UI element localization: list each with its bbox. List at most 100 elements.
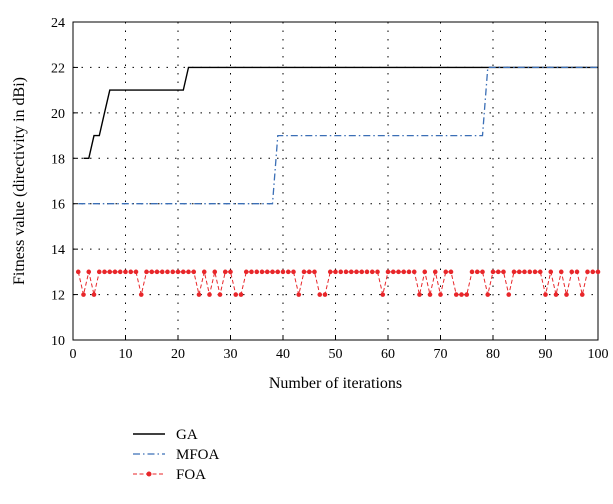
data-point bbox=[275, 269, 281, 275]
data-point bbox=[144, 269, 149, 275]
data-point bbox=[548, 269, 554, 275]
data-point bbox=[590, 269, 596, 275]
data-point bbox=[516, 269, 522, 275]
data-point bbox=[264, 269, 270, 275]
data-point bbox=[375, 269, 380, 275]
y-tick-label: 16 bbox=[51, 198, 65, 213]
data-point bbox=[191, 269, 197, 275]
data-point bbox=[217, 292, 223, 297]
y-tick-label: 14 bbox=[51, 243, 65, 258]
data-point bbox=[453, 292, 459, 297]
data-point bbox=[280, 269, 286, 275]
data-point bbox=[343, 269, 349, 275]
data-point bbox=[579, 292, 585, 297]
data-point bbox=[380, 292, 386, 297]
data-point bbox=[128, 269, 134, 275]
data-point bbox=[233, 292, 239, 297]
data-point bbox=[186, 269, 191, 275]
data-point bbox=[112, 269, 118, 275]
data-point bbox=[417, 292, 422, 297]
x-axis: 0 10 20 30 40 50 60 70 80 90 100 bbox=[70, 335, 609, 362]
legend-label: FOA bbox=[176, 467, 206, 483]
data-point bbox=[527, 269, 533, 275]
data-point bbox=[359, 269, 365, 275]
data-point bbox=[438, 292, 443, 297]
data-point bbox=[401, 269, 407, 275]
data-point bbox=[180, 269, 186, 275]
y-axis: 10 12 14 16 18 20 22 24 bbox=[51, 16, 78, 349]
x-tick-label: 90 bbox=[539, 347, 553, 362]
y-tick-label: 24 bbox=[51, 16, 65, 31]
data-point bbox=[285, 269, 291, 275]
data-point bbox=[354, 269, 359, 275]
series-line bbox=[77, 271, 598, 296]
data-point bbox=[306, 269, 312, 275]
data-point bbox=[422, 269, 428, 275]
data-point bbox=[464, 292, 470, 297]
series-mfoa bbox=[78, 66, 598, 205]
data-point bbox=[406, 269, 412, 275]
data-point bbox=[522, 269, 527, 275]
x-tick-label: 100 bbox=[588, 347, 609, 362]
y-tick-label: 22 bbox=[51, 61, 65, 76]
data-point bbox=[86, 269, 92, 275]
x-tick-label: 30 bbox=[224, 347, 238, 362]
data-point bbox=[117, 269, 123, 275]
data-point bbox=[532, 269, 538, 275]
legend: GA MFOA FOA bbox=[133, 427, 220, 483]
data-point bbox=[396, 269, 401, 275]
legend-item-ga: GA bbox=[133, 427, 198, 443]
x-tick-label: 10 bbox=[119, 347, 133, 362]
data-point bbox=[448, 269, 454, 275]
data-point bbox=[133, 269, 139, 275]
data-point bbox=[390, 269, 396, 275]
data-point bbox=[91, 292, 97, 297]
data-point bbox=[348, 269, 354, 275]
data-point bbox=[327, 269, 333, 275]
x-tick-label: 40 bbox=[276, 347, 290, 362]
legend-label: GA bbox=[176, 427, 198, 443]
legend-item-mfoa: MFOA bbox=[133, 447, 220, 463]
y-tick-label: 20 bbox=[51, 107, 65, 122]
data-point bbox=[96, 269, 102, 275]
data-point bbox=[322, 292, 328, 297]
data-point bbox=[259, 269, 265, 275]
data-point bbox=[196, 292, 202, 297]
data-point bbox=[490, 269, 496, 275]
x-tick-label: 20 bbox=[171, 347, 185, 362]
x-tick-label: 0 bbox=[70, 347, 77, 362]
legend-item-foa: FOA bbox=[133, 467, 206, 483]
series-layer bbox=[75, 66, 601, 297]
y-axis-title: Fitness value (directivity in dBi) bbox=[11, 77, 28, 285]
data-point bbox=[138, 292, 144, 297]
data-point bbox=[501, 269, 506, 275]
data-point bbox=[312, 269, 317, 275]
data-point bbox=[543, 292, 548, 297]
data-point bbox=[102, 269, 107, 275]
data-point bbox=[485, 292, 491, 297]
data-point bbox=[537, 269, 543, 275]
data-point bbox=[201, 269, 207, 275]
data-point bbox=[238, 292, 244, 297]
data-point bbox=[364, 269, 370, 275]
x-tick-label: 80 bbox=[486, 347, 500, 362]
data-point bbox=[443, 269, 449, 275]
y-tick-label: 10 bbox=[51, 334, 65, 349]
data-point bbox=[212, 269, 218, 275]
data-point bbox=[574, 269, 580, 275]
data-point bbox=[585, 269, 590, 275]
data-point bbox=[333, 269, 338, 275]
data-point bbox=[159, 269, 165, 275]
data-point bbox=[506, 292, 512, 297]
data-point bbox=[317, 292, 323, 297]
data-point bbox=[595, 269, 601, 275]
data-point bbox=[469, 269, 475, 275]
data-point bbox=[553, 292, 559, 297]
data-point bbox=[123, 269, 128, 275]
data-point bbox=[249, 269, 254, 275]
data-point bbox=[474, 269, 480, 275]
data-point bbox=[207, 292, 212, 297]
data-point bbox=[459, 292, 464, 297]
data-point bbox=[564, 292, 569, 297]
grid-lines bbox=[73, 22, 598, 340]
